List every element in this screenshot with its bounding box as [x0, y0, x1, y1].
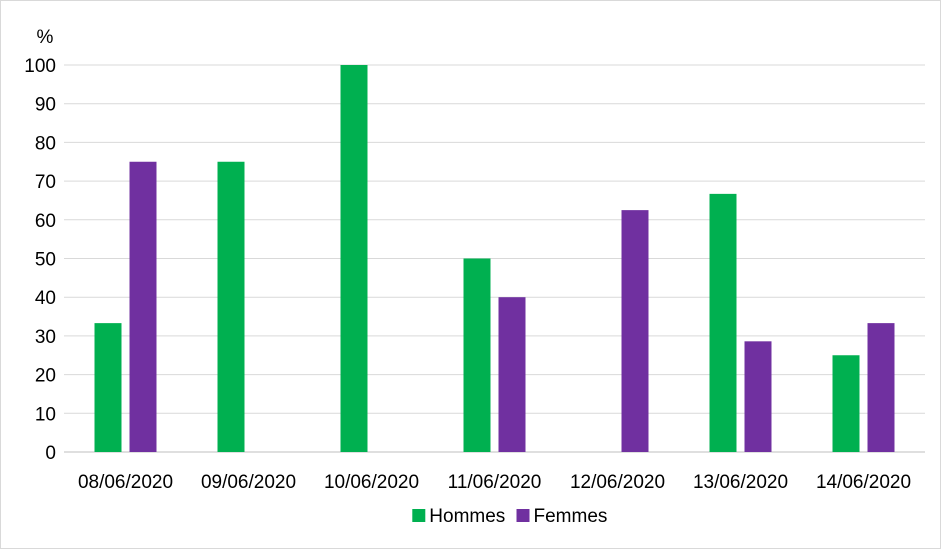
y-tick-label: 50	[35, 250, 56, 271]
x-tick-label: 09/06/2020	[201, 472, 296, 493]
bar-hommes-4	[464, 259, 491, 453]
y-tick-label: 60	[35, 211, 56, 232]
x-tick-label: 10/06/2020	[324, 472, 419, 493]
x-tick-label: 14/06/2020	[816, 472, 911, 493]
legend-label-femmes: Femmes	[534, 506, 608, 527]
legend: Hommes Femmes	[412, 506, 607, 527]
bar-femmes-5	[622, 210, 649, 452]
x-tick-label: 11/06/2020	[448, 472, 542, 493]
x-tick-label: 08/06/2020	[78, 472, 173, 493]
gridlines	[64, 65, 925, 413]
y-axis-ticks: 0 10 20 30 40 50 60 70 80 90 100	[24, 56, 56, 464]
y-tick-label: 70	[35, 172, 56, 193]
y-tick-label: 40	[35, 288, 56, 309]
bar-hommes-1	[95, 323, 122, 452]
y-tick-label: 100	[24, 56, 56, 77]
y-tick-label: 20	[35, 366, 56, 387]
bar-femmes-1	[130, 162, 157, 452]
legend-swatch-femmes	[517, 509, 530, 522]
y-axis-unit-label: %	[37, 27, 54, 48]
x-tick-label: 12/06/2020	[570, 472, 665, 493]
bar-hommes-7	[833, 355, 860, 452]
bar-femmes-4	[499, 297, 526, 452]
y-tick-label: 10	[35, 404, 56, 425]
bar-hommes-2	[218, 162, 245, 452]
y-tick-label: 90	[35, 95, 56, 116]
bar-hommes-6	[710, 194, 737, 452]
y-tick-label: 0	[45, 443, 56, 464]
y-tick-label: 80	[35, 133, 56, 154]
x-tick-label: 13/06/2020	[693, 472, 788, 493]
legend-label-hommes: Hommes	[429, 506, 505, 527]
y-tick-label: 30	[35, 327, 56, 348]
bar-hommes-3	[341, 65, 368, 452]
x-axis-ticks: 08/06/2020 09/06/2020 10/06/2020 11/06/2020…	[78, 472, 911, 493]
bar-femmes-6	[745, 341, 772, 452]
legend-swatch-hommes	[412, 509, 425, 522]
bar-femmes-7	[868, 323, 895, 452]
